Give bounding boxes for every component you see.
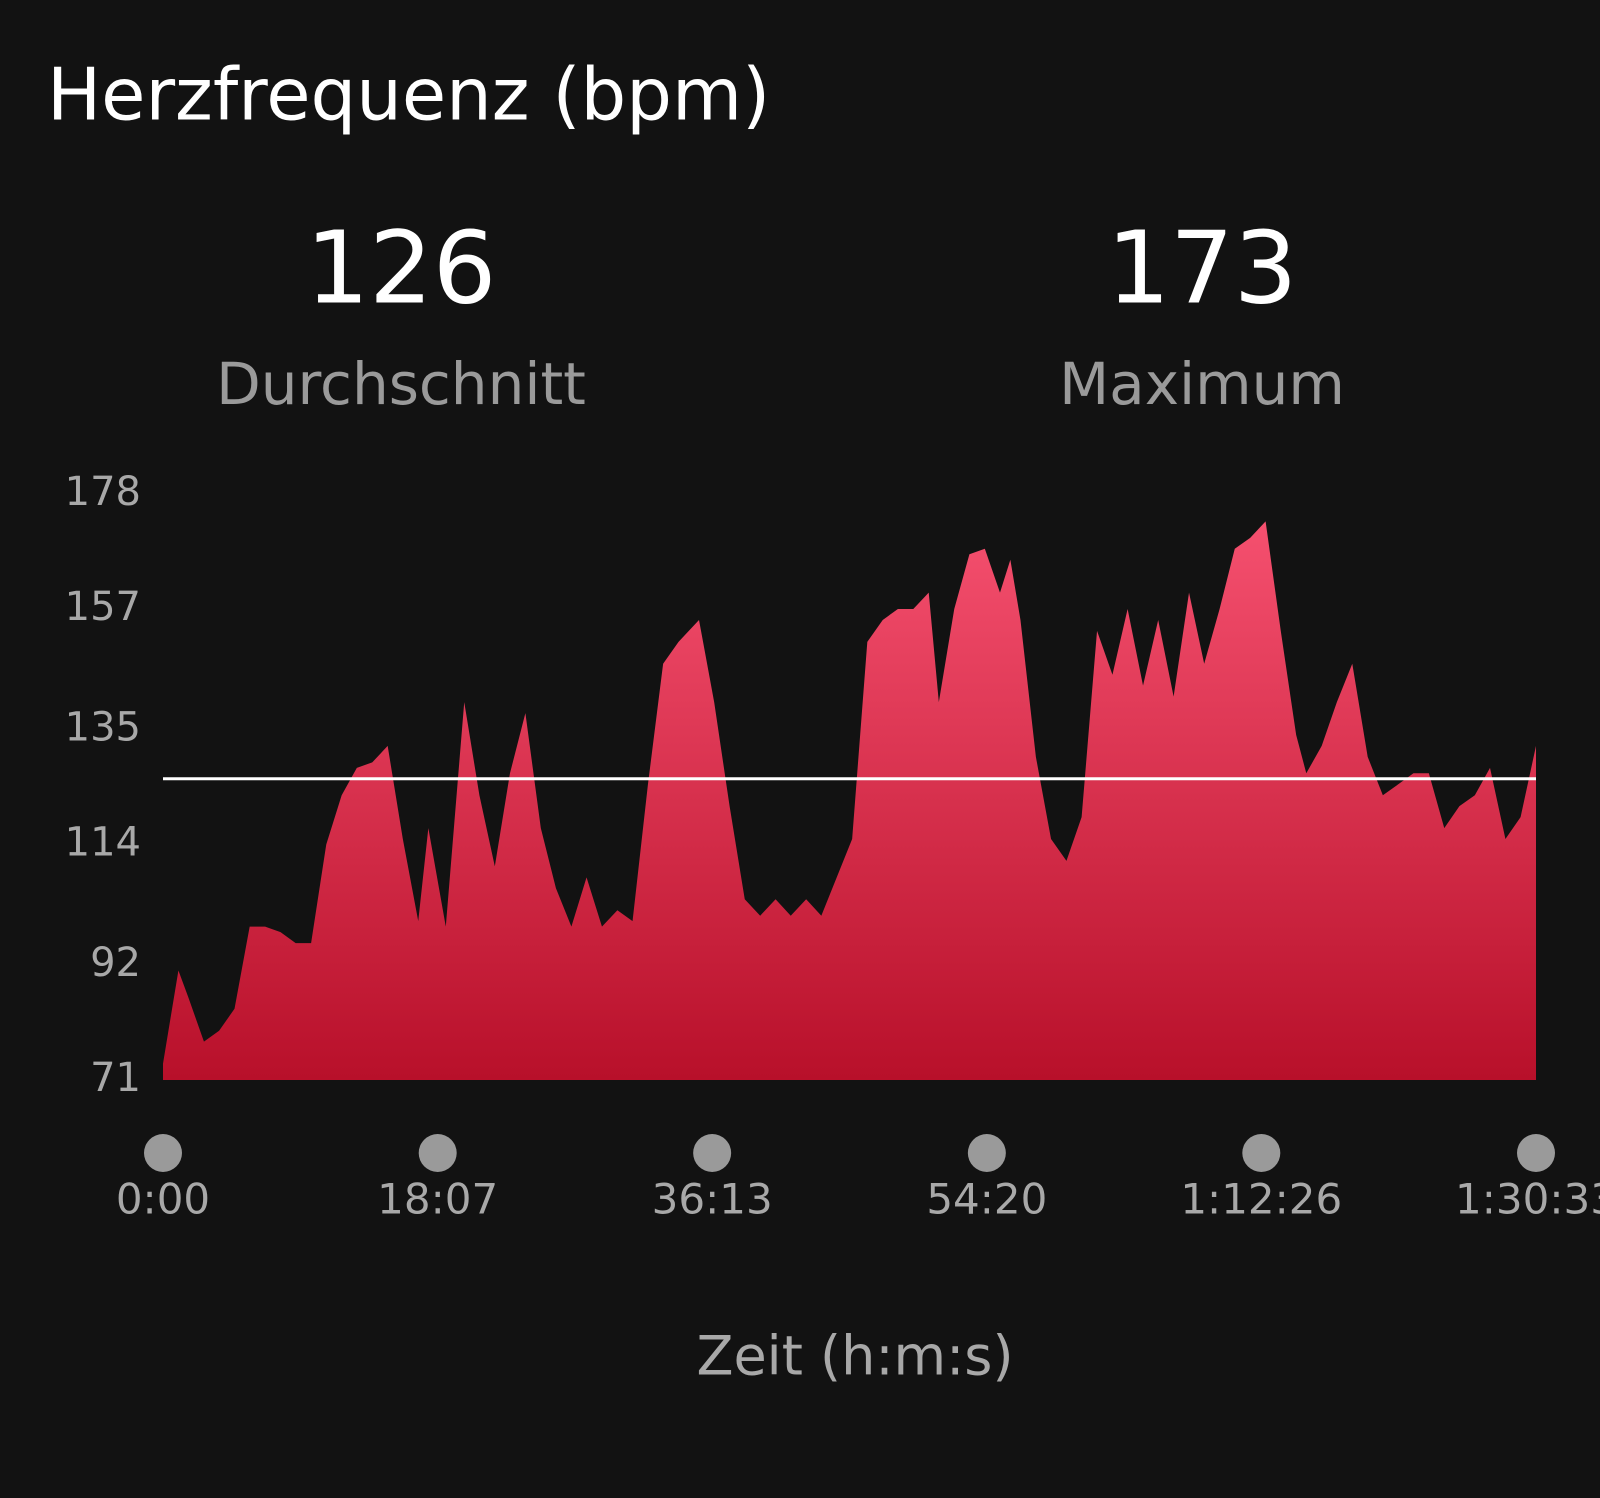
average-value: 126: [306, 209, 497, 326]
x-tick-label: 1:30:33: [1455, 1175, 1600, 1224]
x-tick-dot: [144, 1134, 182, 1172]
x-tick-dot: [1242, 1134, 1281, 1172]
x-tick-label: 36:13: [652, 1175, 773, 1224]
y-tick-label: 92: [90, 940, 141, 986]
y-tick-label: 71: [90, 1055, 141, 1101]
x-tick-dot: [693, 1134, 732, 1172]
chart-title: Herzfrequenz (bpm): [47, 53, 770, 137]
average-label: Durchschnitt: [216, 350, 586, 418]
x-tick-label: 1:12:26: [1180, 1175, 1342, 1224]
x-tick-dot: [967, 1134, 1006, 1172]
maximum-label: Maximum: [1059, 350, 1345, 418]
y-tick-label: 178: [65, 469, 141, 515]
maximum-value: 173: [1107, 209, 1298, 326]
y-tick-label: 135: [65, 704, 141, 750]
y-tick-label: 157: [65, 584, 141, 630]
x-tick-label: 0:00: [116, 1175, 210, 1224]
x-tick-dot: [1517, 1134, 1555, 1172]
x-tick-label: 54:20: [926, 1175, 1047, 1224]
x-tick-dot: [418, 1134, 457, 1172]
x-axis-title: Zeit (h:m:s): [696, 1325, 1013, 1388]
x-tick-label: 18:07: [377, 1175, 498, 1224]
area: [163, 521, 1536, 1080]
y-tick-label: 114: [65, 820, 141, 866]
